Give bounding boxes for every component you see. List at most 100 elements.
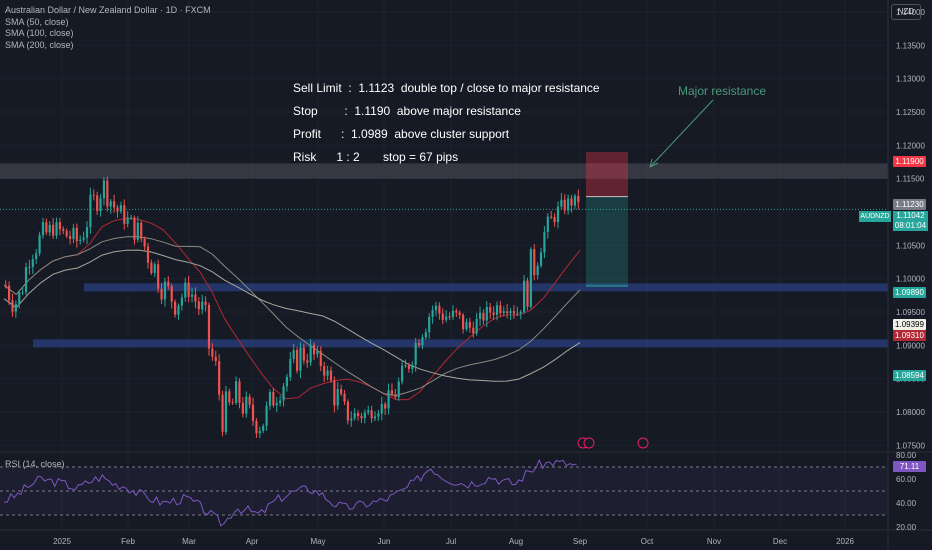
sma-price-label: 1.08594 xyxy=(893,370,926,381)
candle-body xyxy=(482,312,485,321)
rsi-tick-label: 40.00 xyxy=(896,499,917,508)
candle-body xyxy=(373,416,377,419)
candle-body xyxy=(241,402,244,414)
major-resistance-arrow xyxy=(649,99,714,168)
candle-body xyxy=(170,286,173,302)
candle-body xyxy=(462,314,465,330)
candle-body xyxy=(536,265,539,276)
sma100-legend[interactable]: SMA (100, close) xyxy=(5,28,74,38)
candle-body xyxy=(190,294,194,297)
y-tick-label: 1.12500 xyxy=(896,108,925,117)
sma-price-label: 1.09310 xyxy=(893,330,926,341)
candle-body xyxy=(24,267,28,293)
rsi-legend[interactable]: RSI (14, close) xyxy=(5,459,65,469)
candle-body xyxy=(231,402,234,404)
stop-loss-zone xyxy=(586,152,628,197)
candle-body xyxy=(475,318,478,334)
candle-body xyxy=(492,312,495,315)
candle-body xyxy=(65,230,68,237)
event-markers[interactable] xyxy=(577,437,649,449)
candle-body xyxy=(567,198,570,211)
x-tick-label: 2025 xyxy=(53,537,71,546)
y-tick-label: 1.13000 xyxy=(896,75,925,84)
sma50-legend[interactable]: SMA (50, close) xyxy=(5,16,69,27)
candle-body xyxy=(570,198,573,206)
candle-body xyxy=(387,390,390,409)
x-tick-label: May xyxy=(310,537,326,546)
candle-body xyxy=(68,236,72,239)
candle-body xyxy=(11,300,14,312)
candle-body xyxy=(85,227,89,238)
currency-button[interactable]: NZD xyxy=(891,4,921,20)
candle-body xyxy=(333,380,336,406)
candle-body xyxy=(329,370,333,381)
candle-body xyxy=(96,195,99,212)
candle-body xyxy=(92,194,95,196)
candle-body xyxy=(116,207,119,212)
entry-price-label: 1.11230 xyxy=(893,199,926,210)
sma200-legend[interactable]: SMA (200, close) xyxy=(5,39,74,50)
candle-body xyxy=(157,264,160,289)
candle-body xyxy=(529,249,532,307)
candle-body xyxy=(177,305,180,315)
candle-body xyxy=(404,365,407,367)
symbol-tag: AUDNZD xyxy=(859,211,891,222)
candle-body xyxy=(560,199,563,207)
x-tick-label: Sep xyxy=(572,537,588,546)
candle-body xyxy=(543,231,546,253)
candle-body xyxy=(238,381,241,403)
candle-body xyxy=(478,312,482,319)
candle-body xyxy=(282,386,285,401)
candle-body xyxy=(417,342,421,346)
candle-body xyxy=(550,216,553,218)
sma-50-line xyxy=(3,217,581,401)
candle-body xyxy=(201,301,204,310)
rsi-tick-label: 80.00 xyxy=(896,451,917,460)
candle-body xyxy=(312,344,316,355)
candle-body xyxy=(533,249,536,276)
candle-body xyxy=(485,307,488,321)
x-tick-label: Nov xyxy=(706,537,722,546)
stop-price-label: 1.11900 xyxy=(893,156,926,167)
candle-body xyxy=(489,307,492,313)
candle-body xyxy=(458,312,461,315)
candle-body xyxy=(265,405,268,426)
candle-body xyxy=(268,392,272,406)
candle-body xyxy=(52,224,55,236)
candle-body xyxy=(353,413,356,419)
candle-body xyxy=(140,222,143,239)
candle-body xyxy=(153,264,156,274)
candle-body xyxy=(431,310,434,317)
bar-countdown: 08:01:04 xyxy=(894,221,927,230)
short-position-tool[interactable] xyxy=(586,152,628,287)
target-price-label: 1.09890 xyxy=(893,287,926,298)
candle-body xyxy=(109,201,112,207)
candle-body xyxy=(35,253,38,260)
x-tick-label: Feb xyxy=(121,537,135,546)
candle-body xyxy=(28,266,31,268)
candle-body xyxy=(207,304,211,349)
x-tick-label: Oct xyxy=(640,537,654,546)
support-zone-1 xyxy=(84,283,888,292)
candle-body xyxy=(516,313,519,315)
candle-body xyxy=(428,316,431,333)
sma-200-line xyxy=(3,249,581,382)
y-tick-label: 1.10000 xyxy=(896,275,925,284)
candle-body xyxy=(14,303,17,312)
candle-body xyxy=(248,396,251,405)
candle-body xyxy=(384,403,387,409)
price-axis[interactable]: 1.14000 1.13500 1.13000 1.12500 1.12000 1.115… xyxy=(887,0,925,550)
candle-body xyxy=(340,389,343,394)
candle-body xyxy=(309,344,312,363)
candle-body xyxy=(546,216,549,232)
support-zone-2 xyxy=(33,339,888,348)
candle-body xyxy=(251,404,255,421)
candle-body xyxy=(367,410,370,413)
symbol-title[interactable]: Australian Dollar / New Zealand Dollar ·… xyxy=(5,5,211,15)
rsi-pane[interactable]: 80.00 60.00 40.00 20.00 xyxy=(0,451,917,532)
candle-body xyxy=(577,195,580,203)
candle-body xyxy=(18,292,21,304)
candle-body xyxy=(336,389,339,406)
event-marker xyxy=(637,437,649,449)
